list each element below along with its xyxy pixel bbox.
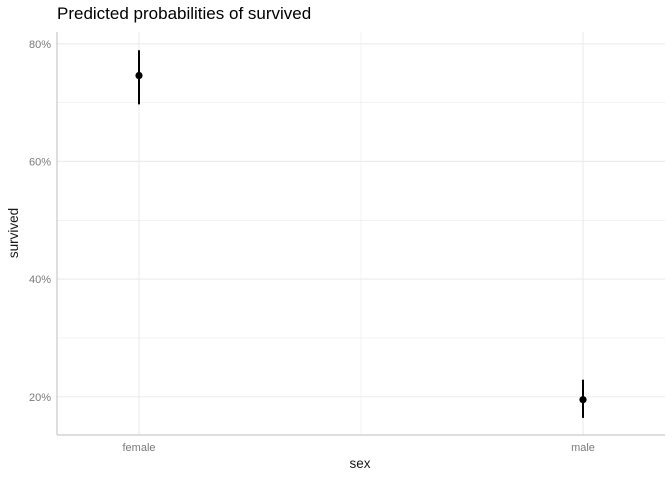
- axes: [56, 32, 665, 436]
- y-tick-label: 40%: [29, 274, 51, 286]
- y-tick-labels: 20% 40% 60% 80%: [29, 39, 51, 404]
- data-point: [135, 71, 143, 80]
- y-tick-label: 80%: [29, 39, 51, 51]
- gridlines: [57, 32, 665, 435]
- x-tick-label: female: [122, 442, 155, 454]
- y-tick-label: 20%: [29, 392, 51, 404]
- y-axis-title: survived: [6, 208, 21, 258]
- x-tick-label: male: [571, 442, 595, 454]
- data-point: [579, 396, 587, 404]
- y-tick-label: 60%: [29, 156, 51, 168]
- chart-title: Predicted probabilities of survived: [57, 4, 312, 23]
- data-marks: [135, 50, 587, 418]
- x-tick-labels: female male: [122, 442, 594, 454]
- x-axis-title: sex: [349, 456, 370, 471]
